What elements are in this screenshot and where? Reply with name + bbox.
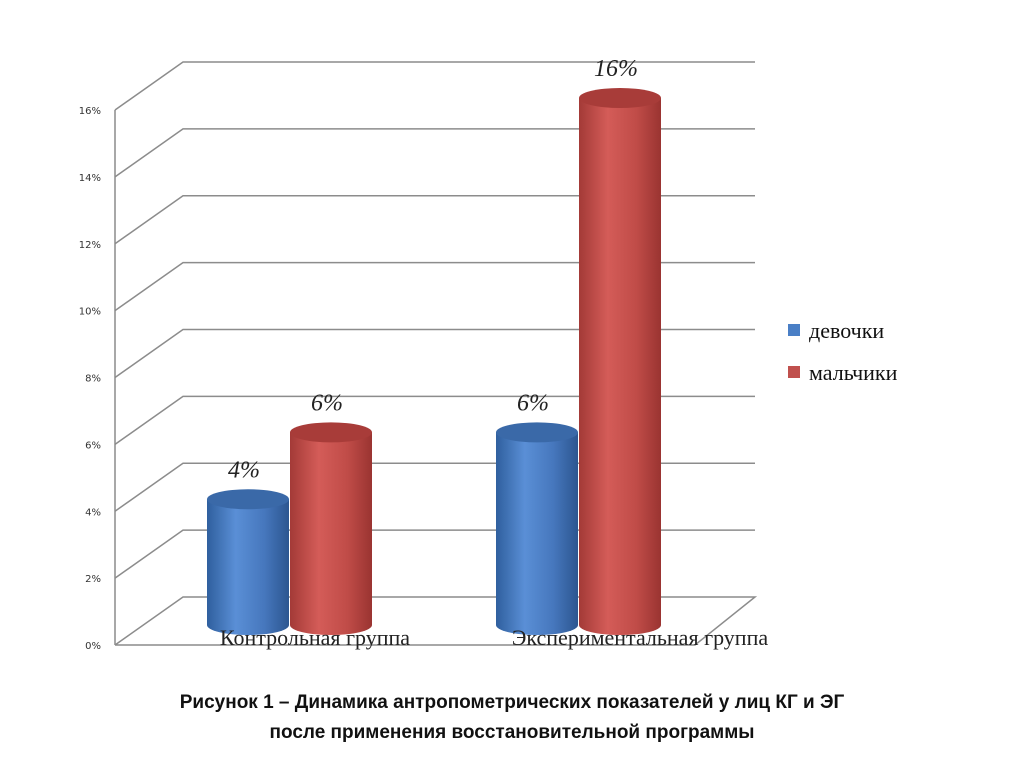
category-label: Контрольная группа xyxy=(220,625,410,650)
gridline xyxy=(114,195,755,245)
legend-swatch xyxy=(788,366,800,378)
bar xyxy=(207,489,289,635)
bar-body xyxy=(207,499,289,635)
gridline xyxy=(114,128,755,178)
y-tick-label: 12% xyxy=(79,240,101,251)
bar xyxy=(496,422,578,635)
bar xyxy=(579,88,661,635)
gridline xyxy=(114,61,755,111)
bar-top xyxy=(290,422,372,443)
chart-bars xyxy=(207,88,661,635)
data-labels: 4% 6% 6% 16% xyxy=(228,56,638,483)
y-tick-label: 14% xyxy=(79,173,101,184)
data-label: 4% xyxy=(228,457,260,483)
bar-top xyxy=(207,489,289,510)
bar xyxy=(290,422,372,635)
data-label: 16% xyxy=(594,56,638,82)
y-tick-label: 6% xyxy=(85,440,101,451)
chart-walls xyxy=(114,61,758,646)
data-label: 6% xyxy=(517,390,549,416)
y-axis-ticks: 0% 2% 4% 6% 8% 10% 12% 14% 16% xyxy=(79,106,101,652)
y-tick-label: 10% xyxy=(79,307,101,318)
caption-line-2: после применения восстановительной прогр… xyxy=(269,722,755,743)
legend-label: девочки xyxy=(809,318,884,343)
bar-top xyxy=(579,88,661,108)
gridline xyxy=(114,395,755,445)
bar-top xyxy=(496,422,578,443)
y-tick-label: 8% xyxy=(85,374,101,385)
bar-body xyxy=(496,432,578,635)
bar-body xyxy=(290,432,372,635)
y-tick-label: 2% xyxy=(85,574,101,585)
y-tick-label: 4% xyxy=(85,507,101,518)
bar-body xyxy=(579,98,661,635)
legend-swatch xyxy=(788,324,800,336)
y-tick-label: 16% xyxy=(79,106,101,117)
legend: девочки мальчики xyxy=(788,318,898,385)
y-tick-label: 0% xyxy=(85,641,101,652)
category-labels: Контрольная группа Экспериментальная груп… xyxy=(220,625,768,650)
data-label: 6% xyxy=(311,390,343,416)
figure-caption: Рисунок 1 – Динамика антропометрических … xyxy=(0,688,1024,748)
floor xyxy=(114,596,758,646)
category-label: Экспериментальная группа xyxy=(512,625,768,650)
bar-chart: 0% 2% 4% 6% 8% 10% 12% 14% 16% Контрольная групп… xyxy=(79,56,898,652)
legend-label: мальчики xyxy=(809,360,898,385)
caption-line-1: Рисунок 1 – Динамика антропометрических … xyxy=(179,692,845,713)
gridline xyxy=(114,328,755,379)
gridline xyxy=(114,261,755,312)
